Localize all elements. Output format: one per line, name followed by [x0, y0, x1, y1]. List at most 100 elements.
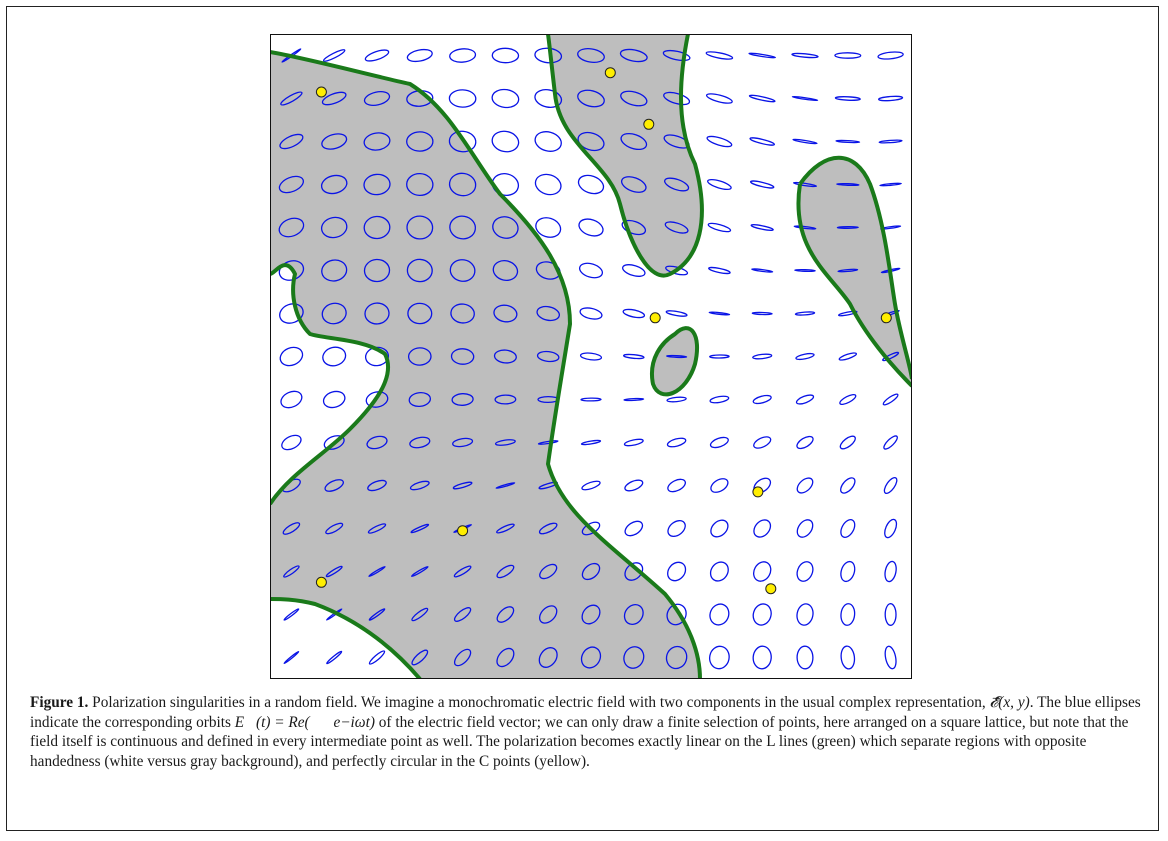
- polarization-ellipse: [884, 518, 898, 539]
- polarization-ellipse: [578, 262, 604, 279]
- polarization-ellipse: [753, 519, 772, 538]
- polarization-ellipse: [840, 603, 856, 626]
- polarization-ellipse: [883, 435, 898, 450]
- polarization-ellipse: [410, 523, 430, 534]
- gray-region: [270, 52, 700, 679]
- polarization-ellipse: [752, 603, 772, 626]
- polarization-ellipse: [322, 346, 347, 367]
- polarization-ellipse: [750, 224, 774, 231]
- polarization-ellipse: [706, 135, 733, 148]
- polarization-ellipse: [577, 89, 605, 108]
- polarization-ellipse: [624, 562, 644, 581]
- polarization-ellipse: [321, 133, 348, 150]
- polarization-ellipse: [622, 264, 646, 277]
- polarization-ellipse: [406, 131, 434, 152]
- polarization-ellipse: [748, 94, 776, 103]
- polarization-ellipse: [751, 268, 774, 273]
- polarization-ellipse: [409, 436, 431, 449]
- polarization-ellipse: [324, 479, 344, 492]
- polarization-ellipse: [320, 216, 348, 239]
- polarization-ellipse: [367, 479, 387, 492]
- polarization-ellipse: [579, 307, 603, 320]
- polarization-ellipse: [449, 48, 477, 63]
- polarization-ellipse: [666, 396, 687, 403]
- polarization-ellipse: [452, 481, 473, 490]
- polarization-ellipse: [448, 130, 477, 153]
- polarization-ellipse: [836, 226, 859, 229]
- polarization-ellipse: [794, 311, 816, 316]
- polarization-ellipse: [709, 561, 729, 582]
- polarization-ellipse: [796, 561, 814, 582]
- polarization-ellipse: [666, 437, 687, 448]
- l-line: [270, 263, 391, 506]
- polarization-ellipse: [580, 397, 602, 402]
- polarization-ellipse: [453, 607, 472, 622]
- polarization-ellipse: [496, 606, 515, 623]
- polarization-ellipse: [448, 172, 477, 197]
- polarization-ellipse: [836, 182, 860, 187]
- polarization-ellipse: [451, 393, 474, 406]
- polarization-ellipse: [496, 647, 515, 668]
- polarization-ellipse: [363, 258, 391, 283]
- polarization-ellipse: [494, 439, 516, 446]
- polarization-ellipse: [793, 225, 817, 230]
- c-point: [315, 576, 327, 588]
- polarization-ellipse: [707, 178, 732, 191]
- polarization-ellipse: [834, 96, 861, 101]
- polarization-ellipse: [792, 181, 818, 188]
- polarization-ellipse: [322, 390, 346, 409]
- polarization-ellipse: [752, 561, 772, 582]
- polarization-ellipse: [491, 130, 520, 153]
- polarization-ellipse: [450, 348, 475, 365]
- polarization-ellipse: [491, 88, 520, 109]
- polarization-ellipse: [709, 603, 730, 626]
- polarization-ellipse: [795, 352, 815, 361]
- polarization-ellipse: [278, 175, 305, 194]
- polarization-ellipse: [663, 91, 691, 106]
- polarization-ellipse: [325, 565, 343, 578]
- polarization-ellipse: [577, 131, 605, 152]
- polarization-ellipse: [409, 480, 430, 491]
- polarization-ellipse: [884, 603, 897, 626]
- caption-text-3: of the electric field vector; we can onl…: [30, 713, 1129, 770]
- polarization-ellipse: [623, 438, 644, 447]
- orbit-formula: E⃗(t) = Re(𝓔⃗e−iωt): [234, 713, 375, 731]
- polarization-ellipse: [749, 180, 775, 189]
- polarization-ellipse: [579, 352, 603, 361]
- polarization-ellipse: [283, 650, 300, 665]
- c-point: [643, 118, 655, 130]
- polarization-ellipse: [624, 479, 644, 492]
- polarization-ellipse: [539, 563, 558, 580]
- polarization-ellipse: [791, 95, 819, 102]
- c-point: [457, 525, 469, 537]
- polarization-ellipse: [623, 397, 645, 402]
- polarization-ellipse: [710, 478, 729, 493]
- polarization-ellipse: [536, 350, 560, 363]
- polarization-ellipse: [791, 52, 819, 59]
- polarization-ellipse: [326, 650, 343, 665]
- polarization-ellipse: [363, 173, 391, 196]
- polarization-ellipse: [492, 260, 519, 281]
- polarization-ellipse: [282, 522, 301, 535]
- polarization-ellipse: [281, 434, 302, 451]
- polarization-ellipse: [283, 565, 300, 578]
- polarization-ellipse: [840, 645, 856, 670]
- polarization-ellipse: [834, 52, 862, 59]
- polarization-ellipse: [492, 216, 519, 239]
- polarization-ellipse: [884, 645, 897, 670]
- polarization-ellipse: [796, 435, 814, 450]
- polarization-ellipse: [280, 91, 303, 106]
- polarization-ellipse: [321, 302, 347, 325]
- polarization-ellipse: [882, 351, 900, 362]
- polarization-ellipse: [749, 137, 776, 146]
- polarization-ellipse: [450, 303, 475, 324]
- polarization-ellipse: [752, 394, 772, 405]
- c-point: [649, 312, 661, 324]
- polarization-ellipse: [534, 89, 563, 108]
- polarization-ellipse: [323, 435, 345, 450]
- c-point: [315, 86, 327, 98]
- polarization-ellipse: [577, 48, 605, 63]
- polarization-ellipse: [580, 439, 602, 446]
- polarization-ellipse: [708, 266, 731, 275]
- polarization-ellipse: [838, 310, 858, 317]
